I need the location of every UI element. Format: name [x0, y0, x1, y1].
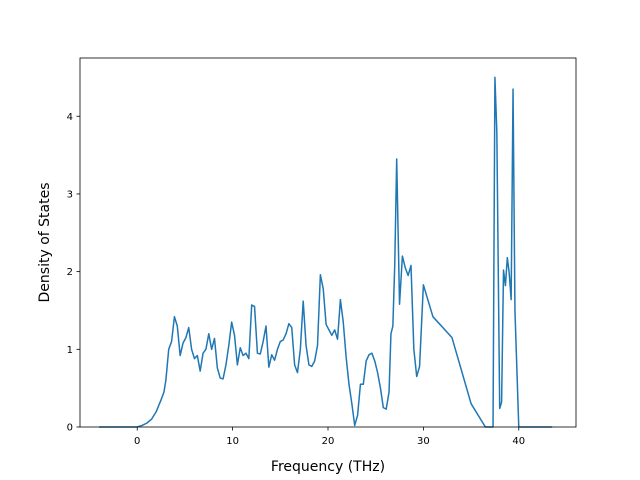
x-axis-label: Frequency (THz) [271, 459, 385, 475]
y-tick-label: 1 [67, 345, 73, 356]
y-tick-label: 0 [67, 423, 73, 434]
x-tick-label: 30 [417, 436, 430, 447]
axis-ticks: 0 10 20 30 40 0 1 2 3 4 [67, 112, 526, 447]
x-tick-label: 10 [226, 436, 239, 447]
y-tick-label: 2 [67, 267, 73, 278]
x-tick-label: 20 [322, 436, 335, 447]
dos-series-line [99, 76, 553, 428]
y-tick-label: 4 [67, 112, 73, 123]
x-tick-label: 40 [512, 436, 525, 447]
x-tick-label: 0 [134, 436, 140, 447]
y-tick-label: 3 [67, 189, 73, 200]
plot-frame [79, 57, 577, 428]
y-axis-label: Density of States [37, 183, 53, 303]
